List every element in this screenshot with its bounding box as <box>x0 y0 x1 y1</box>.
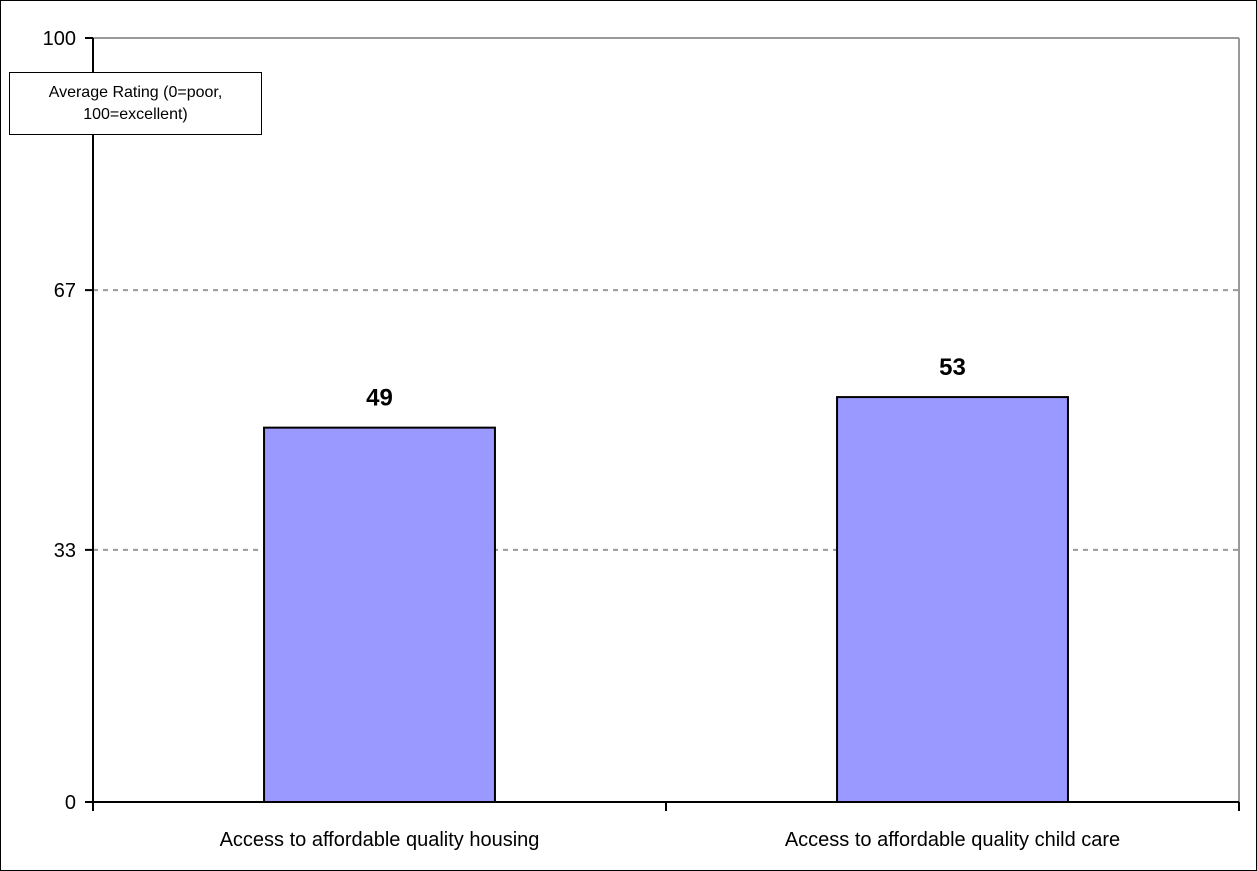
y-tick-label-100: 100 <box>43 28 76 50</box>
axes <box>85 37 1240 811</box>
bar-2 <box>836 396 1069 803</box>
labels: 49 Access to affordable quality housing 53… <box>43 28 1121 851</box>
y-tick-label-0: 0 <box>65 792 76 814</box>
category-label-1: Access to affordable quality housing <box>220 829 540 851</box>
bars <box>263 396 1069 803</box>
y-tick-label-67: 67 <box>54 280 76 302</box>
data-label-2: 53 <box>939 354 966 381</box>
category-label-2: Access to affordable quality child care <box>785 829 1120 851</box>
y-tick-label-33: 33 <box>54 540 76 562</box>
bar-1 <box>263 426 496 803</box>
y-axis-label: Average Rating (0=poor, 100=excellent) <box>9 72 262 135</box>
data-label-1: 49 <box>366 385 393 412</box>
